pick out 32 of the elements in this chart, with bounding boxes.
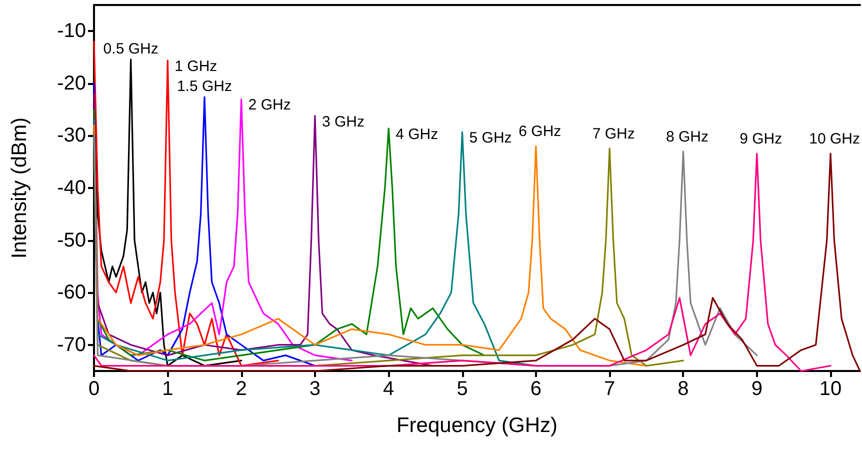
y-tick-label: -20	[57, 72, 86, 94]
series-label: 5 GHz	[469, 130, 512, 147]
x-tick-label: 5	[456, 378, 468, 400]
series-label: 7 GHz	[592, 125, 635, 142]
x-tick-label: 6	[530, 378, 542, 400]
y-axis-title: Intensity (dBm)	[8, 117, 31, 259]
series-label: 1 GHz	[174, 58, 218, 75]
y-tick-label: -40	[57, 177, 86, 199]
series-label: 2 GHz	[248, 96, 291, 114]
y-tick-label: -30	[57, 124, 86, 147]
x-tick-label: 10	[819, 378, 842, 400]
series-label: 4 GHz	[396, 126, 438, 143]
series-label: 9 GHz	[740, 130, 782, 148]
x-tick-label: 7	[604, 378, 616, 400]
series-label: 8 GHz	[666, 128, 708, 146]
y-tick-label: -70	[57, 334, 86, 356]
series-label: 3 GHz	[322, 113, 364, 130]
series-label: 6 GHz	[518, 123, 562, 140]
y-tick-label: -10	[57, 20, 86, 42]
x-tick-label: 4	[383, 378, 394, 400]
y-tick-label: -50	[57, 229, 86, 252]
x-tick-label: 0	[88, 378, 100, 400]
x-tick-label: 1	[162, 378, 174, 400]
series-label: 10 GHz	[809, 130, 860, 148]
x-tick-label: 2	[236, 378, 247, 400]
y-tick-label: -60	[57, 282, 86, 304]
series-label: 0.5 GHz	[103, 40, 158, 58]
x-tick-label: 9	[751, 378, 762, 400]
x-tick-label: 8	[678, 378, 689, 400]
x-tick-label: 3	[309, 378, 321, 400]
series-label: 1.5 GHz	[176, 78, 232, 96]
x-axis-title: Frequency (GHz)	[396, 414, 558, 437]
